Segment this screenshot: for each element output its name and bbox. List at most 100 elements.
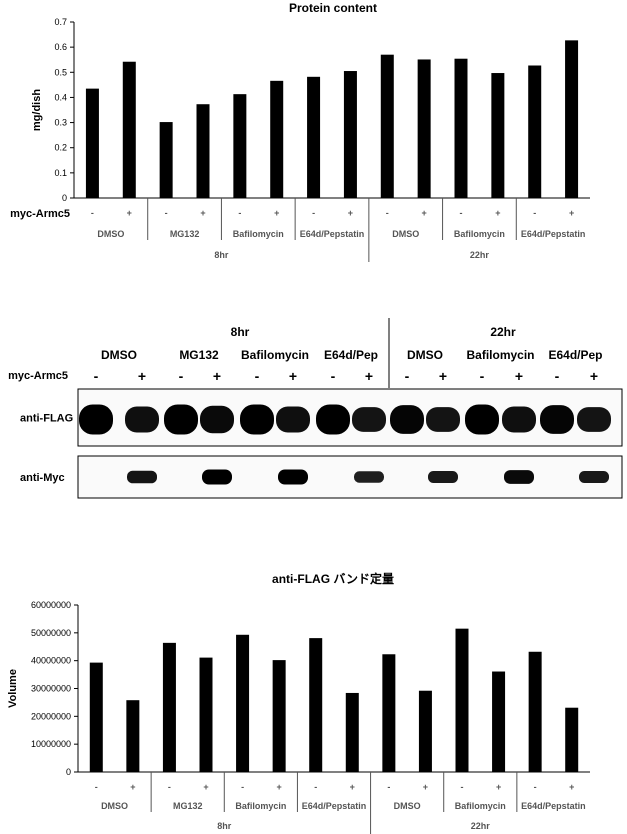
group-label: E64d/Pepstatin — [521, 801, 586, 811]
y-axis-label: mg/dish — [31, 89, 43, 131]
y-tick-label: 20000000 — [31, 711, 71, 721]
blot-sign: - — [480, 368, 485, 384]
bar — [85, 88, 99, 198]
bar — [270, 80, 284, 198]
chart-title: anti-FLAG バンド定量 — [272, 571, 394, 586]
bar — [528, 651, 542, 772]
group-label: E64d/Pepstatin — [521, 229, 586, 239]
bar — [417, 59, 431, 198]
treatment-sign: - — [386, 208, 389, 218]
blot-group-label: Bafilomycin — [466, 348, 534, 362]
blot-group-label: MG132 — [179, 348, 219, 362]
blot-band — [164, 404, 198, 435]
group-label: Bafilomycin — [455, 801, 506, 811]
group-label: Bafilomycin — [233, 229, 284, 239]
blot-sign: + — [213, 368, 221, 384]
blot-band — [202, 469, 232, 485]
blot-band — [390, 405, 424, 434]
group-label: MG132 — [173, 801, 203, 811]
treatment-sign: - — [168, 782, 171, 792]
y-tick-label: 40000000 — [31, 656, 71, 666]
blot-group-label: DMSO — [101, 348, 137, 362]
bar — [122, 61, 136, 199]
bar — [491, 73, 505, 198]
y-tick-label: 0.4 — [54, 92, 67, 102]
blot-sign: + — [439, 368, 447, 384]
blot-band — [354, 471, 384, 483]
treatment-sign: - — [460, 208, 463, 218]
blot-group-label: E64d/Pep — [324, 348, 378, 362]
blot-sign: + — [590, 368, 598, 384]
treatment-sign: + — [569, 208, 574, 218]
blot-sign: + — [515, 368, 523, 384]
bar — [126, 700, 140, 772]
bar — [159, 122, 173, 198]
blot-sign: - — [405, 368, 410, 384]
blot-band — [504, 470, 534, 484]
blot-panel-label: anti-Myc — [20, 472, 65, 484]
blot-band — [240, 404, 274, 435]
blot-sign: + — [138, 368, 146, 384]
bar — [309, 638, 323, 772]
blot-time-8hr: 8hr — [231, 325, 250, 339]
blot-panel-label: anti-FLAG — [20, 413, 73, 425]
y-tick-label: 0.2 — [54, 143, 67, 153]
y-tick-label: 0 — [66, 767, 71, 777]
bar — [454, 58, 468, 198]
bar — [455, 628, 469, 772]
treatment-sign: + — [495, 208, 500, 218]
blot-sign: + — [365, 368, 373, 384]
group-label: MG132 — [170, 229, 200, 239]
treatment-sign: - — [312, 208, 315, 218]
treatment-sign: - — [241, 782, 244, 792]
protein-content-chart: Protein content mg/dish 0 0.1 0.2 0.3 0.4 0.5 0.… — [10, 1, 590, 262]
y-tick-label: 0.3 — [54, 118, 67, 128]
treatment-sign: - — [387, 782, 390, 792]
treatment-sign: + — [127, 208, 132, 218]
bar — [565, 707, 579, 772]
blot-band — [540, 405, 574, 434]
blot-band — [465, 404, 499, 435]
blot-sign: - — [555, 368, 560, 384]
bar — [343, 71, 357, 198]
group-label: Bafilomycin — [235, 801, 286, 811]
western-blot: 8hr 22hr DMSO MG132 Bafilomycin E64d/Pep DMSO B… — [8, 318, 623, 499]
blot-band — [502, 406, 536, 433]
treatment-sign: + — [203, 782, 208, 792]
blot-band — [577, 407, 611, 432]
blot-band — [276, 406, 310, 433]
blot-group-label: E64d/Pep — [548, 348, 602, 362]
group-label: Bafilomycin — [454, 229, 505, 239]
y-tick-label: 0 — [62, 193, 67, 203]
bar — [162, 642, 176, 772]
y-tick-label: 0.7 — [54, 17, 67, 27]
treatment-sign: + — [423, 782, 428, 792]
treatment-sign: + — [422, 208, 427, 218]
treatment-sign: + — [277, 782, 282, 792]
y-tick-label: 10000000 — [31, 739, 71, 749]
blot-band — [316, 404, 350, 435]
treatment-sign: + — [350, 782, 355, 792]
bar — [418, 690, 432, 772]
blot-sign: - — [331, 368, 336, 384]
y-tick-label: 0.5 — [54, 67, 67, 77]
blot-sign: - — [255, 368, 260, 384]
group-label: E64d/Pepstatin — [302, 801, 367, 811]
y-tick-label: 0.1 — [54, 168, 67, 178]
y-tick-label: 0.6 — [54, 42, 67, 52]
treatment-sign: - — [165, 208, 168, 218]
bar — [233, 94, 247, 198]
treatment-sign: - — [534, 782, 537, 792]
bar — [565, 40, 579, 199]
blot-band — [278, 469, 308, 485]
blot-band — [125, 406, 159, 433]
treatment-sign: + — [200, 208, 205, 218]
blot-band — [579, 471, 609, 483]
bar — [307, 76, 321, 198]
y-tick-label: 60000000 — [31, 600, 71, 610]
bar — [380, 54, 394, 198]
bar — [236, 634, 250, 772]
bar — [382, 654, 396, 772]
blot-band — [426, 407, 460, 432]
